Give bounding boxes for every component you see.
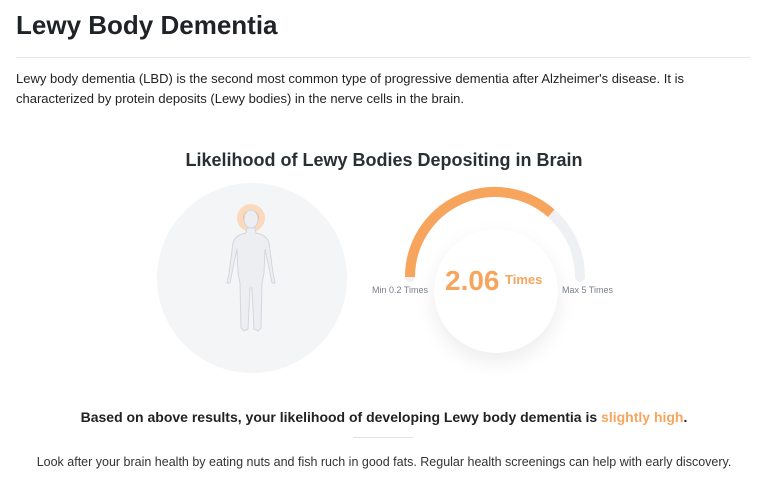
gauge-fill [405, 186, 555, 278]
gauge-min-label: Min 0.2 Times [372, 285, 429, 295]
chart-title: Likelihood of Lewy Bodies Depositing in … [185, 150, 583, 170]
gauge-center [434, 229, 558, 353]
human-body-icon [226, 204, 276, 332]
result-highlight: slightly high [601, 409, 684, 425]
intro-text: Lewy body dementia (LBD) is the second m… [16, 71, 684, 106]
advice-text: Look after your brain health by eating n… [36, 455, 732, 469]
result-text: Based on above results, your likelihood … [80, 409, 688, 425]
page-title: Lewy Body Dementia [16, 10, 278, 40]
gauge-max-label: Max 5 Times [562, 285, 614, 295]
divider [16, 57, 750, 58]
divider [353, 437, 413, 438]
gauge-unit: Times [505, 272, 543, 287]
gauge [405, 186, 585, 282]
gauge-value: 2.06 [445, 265, 500, 296]
